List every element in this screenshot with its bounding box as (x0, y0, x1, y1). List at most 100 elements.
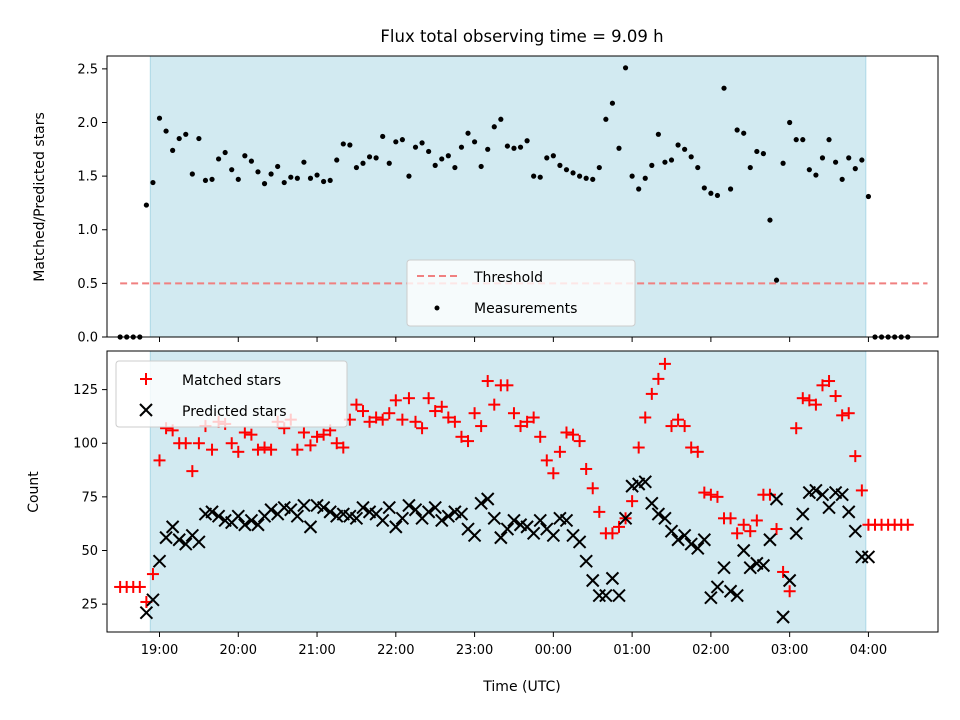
matched-star-point-73 (593, 505, 606, 518)
predicted-star-point-108 (848, 524, 863, 538)
measurement-point-10 (183, 131, 189, 137)
matched-stars-points (114, 357, 914, 608)
measurement-point-5 (150, 179, 156, 186)
measurement-point-102 (787, 119, 793, 126)
matched-star-point-3 (133, 580, 146, 593)
matched-star-point-20 (245, 428, 258, 441)
measurement-point-6 (156, 115, 163, 121)
measurement-point-13 (202, 177, 209, 184)
matched-star-point-62 (521, 415, 534, 428)
predicted-star-point-69 (592, 588, 607, 603)
measurement-point-83 (662, 159, 668, 165)
measurement-point-39 (373, 155, 379, 161)
matched-star-point-40 (376, 413, 389, 426)
measurement-point-52 (458, 144, 465, 150)
predicted-star-point-16 (244, 513, 259, 528)
matched-star-point-12 (192, 437, 205, 450)
measurement-point-93 (727, 186, 734, 192)
measurement-point-86 (682, 146, 688, 152)
bottom-legend-box (115, 360, 348, 428)
measurement-point-77 (622, 65, 629, 71)
matched-star-point-96 (744, 525, 757, 538)
measurement-point-8 (170, 147, 176, 153)
predicted-star-point-103 (815, 488, 830, 502)
measurement-point-33 (334, 157, 340, 163)
predicted-star-point-68 (586, 573, 600, 588)
measurement-point-51 (452, 164, 458, 171)
matched-star-point-6 (153, 454, 166, 467)
measurement-point-70 (577, 173, 583, 179)
measurement-point-28 (301, 159, 307, 165)
predicted-star-point-25 (303, 520, 318, 534)
predicted-star-point-8 (192, 535, 206, 549)
measurement-point-47 (426, 148, 432, 155)
top-legend-box (406, 259, 636, 327)
bottom-ytick-label-2: 75 (81, 490, 98, 505)
measurement-point-104 (800, 137, 806, 143)
predicted-star-point-82 (677, 528, 692, 543)
predicted-star-point-66 (572, 535, 587, 549)
predicted-star-point-14 (231, 509, 245, 523)
legend-measurements-label: Measurements (474, 301, 577, 317)
measurement-point-58 (498, 116, 504, 122)
measurement-point-64 (537, 174, 543, 180)
predicted-star-point-19 (264, 503, 278, 517)
matched-star-point-106 (809, 398, 822, 411)
matched-star-point-82 (652, 372, 665, 385)
predicted-star-point-104 (822, 500, 836, 515)
matched-star-point-53 (462, 435, 475, 448)
predicted-star-point-110 (861, 550, 876, 564)
matched-star-point-17 (225, 437, 238, 450)
matched-star-point-33 (330, 437, 343, 450)
measurement-point-95 (741, 130, 747, 136)
measurement-point-78 (629, 173, 635, 179)
predicted-star-point-70 (599, 588, 613, 603)
predicted-star-point-44 (428, 500, 442, 515)
measurement-point-90 (708, 190, 714, 196)
measurement-point-75 (609, 100, 616, 106)
predicted-star-point-98 (782, 573, 797, 588)
measurement-point-85 (675, 142, 681, 148)
predicted-star-point-81 (671, 533, 685, 547)
measurement-point-76 (616, 145, 622, 151)
top-axes-frame (106, 55, 939, 338)
measurement-point-106 (813, 172, 819, 178)
matched-star-point-97 (750, 514, 763, 527)
matched-star-point-34 (337, 441, 350, 454)
top-ytick-label-0: 0.0 (77, 331, 98, 346)
legend-predicted-swatch (139, 403, 153, 417)
matched-star-point-78 (626, 495, 639, 508)
predicted-star-point-77 (645, 496, 659, 511)
matched-star-point-22 (258, 441, 271, 454)
predicted-star-point-11 (211, 509, 226, 523)
measurement-point-26 (288, 174, 294, 180)
predicted-star-point-88 (717, 560, 731, 575)
measurement-point-11 (189, 171, 195, 177)
matched-star-point-54 (468, 407, 481, 420)
bottom-y-axis-label: Count (26, 471, 42, 513)
matched-star-point-14 (206, 443, 219, 456)
measurement-point-41 (386, 160, 392, 166)
predicted-star-point-83 (684, 537, 698, 551)
measurement-point-23 (268, 171, 274, 177)
xtick-label-2: 21:00 (298, 643, 335, 658)
measurement-point-96 (747, 164, 753, 171)
bottom-ytick-label-0: 25 (81, 598, 98, 613)
top-x-ticks (159, 337, 869, 342)
bottom-legend: Matched stars Predicted stars (115, 360, 348, 428)
top-ytick-label-4: 2.0 (77, 116, 98, 131)
measurement-point-108 (826, 137, 832, 143)
predicted-star-point-52 (481, 492, 495, 506)
measurement-point-97 (754, 148, 760, 155)
matched-star-point-45 (409, 415, 422, 428)
matched-star-point-93 (724, 512, 737, 525)
predicted-star-point-100 (796, 507, 810, 521)
measurement-point-112 (852, 166, 858, 172)
measurement-point-19 (242, 153, 248, 159)
predicted-star-point-41 (408, 503, 423, 517)
matched-star-point-23 (265, 443, 278, 456)
matched-star-point-75 (606, 527, 619, 540)
measurement-point-21 (255, 169, 261, 175)
predicted-star-point-67 (579, 554, 593, 568)
matched-star-point-72 (586, 482, 599, 495)
